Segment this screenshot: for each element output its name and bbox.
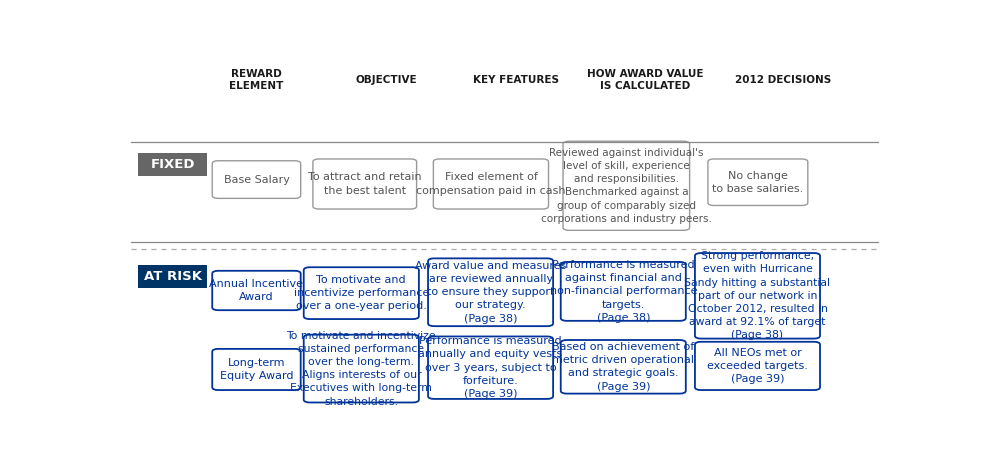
Text: 2012 DECISIONS: 2012 DECISIONS bbox=[734, 75, 830, 85]
FancyBboxPatch shape bbox=[695, 253, 820, 338]
Text: Performance is measured
against financial and
non-financial performance
targets.: Performance is measured against financia… bbox=[549, 260, 697, 323]
FancyBboxPatch shape bbox=[304, 267, 419, 319]
Text: HOW AWARD VALUE
IS CALCULATED: HOW AWARD VALUE IS CALCULATED bbox=[587, 69, 704, 91]
Text: No change
to base salaries.: No change to base salaries. bbox=[712, 171, 804, 194]
Text: Fixed element of
compensation paid in cash: Fixed element of compensation paid in ca… bbox=[416, 172, 566, 195]
Text: Long-term
Equity Award: Long-term Equity Award bbox=[219, 358, 293, 381]
FancyBboxPatch shape bbox=[313, 159, 416, 209]
Text: KEY FEATURES: KEY FEATURES bbox=[472, 75, 559, 85]
FancyBboxPatch shape bbox=[561, 340, 686, 394]
Text: Annual Incentive
Award: Annual Incentive Award bbox=[210, 279, 303, 302]
Text: Reviewed against individual's
level of skill, experience
and responsibilities.
B: Reviewed against individual's level of s… bbox=[541, 148, 711, 224]
Text: Based on achievement of
metric driven operational
and strategic goals.
(Page 39): Based on achievement of metric driven op… bbox=[552, 342, 695, 391]
FancyBboxPatch shape bbox=[138, 265, 207, 288]
Text: To motivate and incentivize
sustained performance
over the long-term.
Aligns int: To motivate and incentivize sustained pe… bbox=[286, 331, 436, 407]
Text: REWARD
ELEMENT: REWARD ELEMENT bbox=[229, 69, 283, 91]
FancyBboxPatch shape bbox=[213, 271, 301, 310]
FancyBboxPatch shape bbox=[213, 349, 301, 390]
FancyBboxPatch shape bbox=[138, 153, 207, 176]
Text: To attract and retain
the best talent: To attract and retain the best talent bbox=[308, 172, 421, 195]
Text: Strong performance,
even with Hurricane
Sandy hitting a substantial
part of our : Strong performance, even with Hurricane … bbox=[685, 251, 830, 340]
Text: Award value and measures
are reviewed annually
to ensure they support
our strate: Award value and measures are reviewed an… bbox=[415, 261, 566, 324]
FancyBboxPatch shape bbox=[707, 159, 808, 206]
Text: All NEOs met or
exceeded targets.
(Page 39): All NEOs met or exceeded targets. (Page … bbox=[707, 348, 808, 384]
FancyBboxPatch shape bbox=[563, 141, 690, 230]
FancyBboxPatch shape bbox=[213, 161, 301, 198]
Text: AT RISK: AT RISK bbox=[144, 270, 202, 283]
FancyBboxPatch shape bbox=[433, 159, 548, 209]
Text: Base Salary: Base Salary bbox=[223, 175, 289, 184]
FancyBboxPatch shape bbox=[304, 335, 419, 402]
Text: OBJECTIVE: OBJECTIVE bbox=[355, 75, 417, 85]
FancyBboxPatch shape bbox=[428, 258, 553, 326]
FancyBboxPatch shape bbox=[428, 337, 553, 399]
Text: FIXED: FIXED bbox=[151, 158, 195, 171]
FancyBboxPatch shape bbox=[561, 262, 686, 321]
FancyBboxPatch shape bbox=[695, 342, 820, 390]
Text: Performance is measured
annually and equity vests
over 3 years, subject to
forfe: Performance is measured annually and equ… bbox=[418, 336, 563, 399]
Text: To motivate and
incentivize performance
over a one-year period.: To motivate and incentivize performance … bbox=[293, 275, 429, 311]
